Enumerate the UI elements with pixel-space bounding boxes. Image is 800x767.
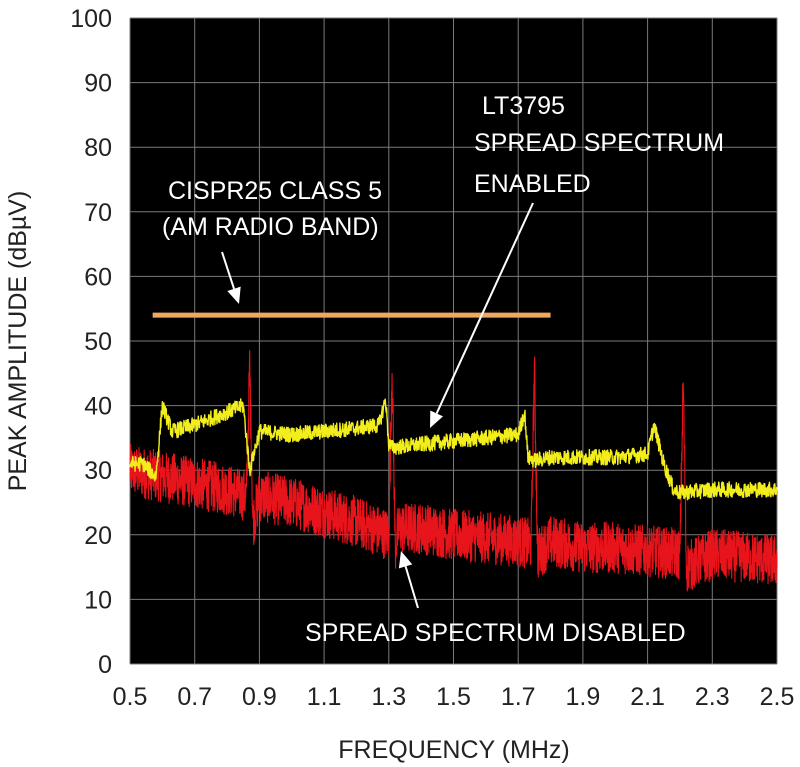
arrow-disabled-icon (398, 551, 419, 609)
annotation-cispr-line-2: (AM RADIO BAND) (162, 213, 379, 241)
x-tick-label: 1.7 (501, 683, 536, 711)
y-tick-labels: 0 10 20 30 40 50 60 70 80 90 100 (70, 5, 112, 679)
x-tick-label: 2.3 (695, 683, 730, 711)
series-layer (129, 349, 778, 592)
x-tick-label: 1.5 (436, 683, 471, 711)
x-tick-label: 2.1 (630, 683, 665, 711)
y-tick-label: 30 (84, 457, 112, 485)
y-tick-label: 20 (84, 522, 112, 550)
y-tick-label: 0 (98, 651, 112, 679)
x-tick-label: 2.5 (760, 683, 795, 711)
y-axis-title: PEAK AMPLITUDE (dBµV) (4, 191, 32, 492)
annotation-lt3795-line-2: SPREAD SPECTRUM (474, 129, 724, 157)
y-tick-label: 50 (84, 328, 112, 356)
x-tick-label: 1.9 (566, 683, 601, 711)
x-tick-labels: 0.5 0.7 0.9 1.1 1.3 1.5 1.7 1.9 2.1 2.3 2.5 (113, 683, 795, 711)
x-tick-label: 0.5 (113, 683, 148, 711)
y-tick-label: 100 (70, 5, 112, 33)
y-tick-label: 60 (84, 263, 112, 291)
x-tick-label: 1.1 (307, 683, 342, 711)
y-tick-label: 70 (84, 199, 112, 227)
annotation-lt3795-line-1: LT3795 (482, 92, 565, 120)
series-spread-spectrum-disabled (129, 349, 778, 592)
y-tick-label: 90 (84, 70, 112, 98)
x-tick-label: 0.7 (177, 683, 212, 711)
annotation-cispr-line-1: CISPR25 CLASS 5 (168, 177, 382, 205)
annotation-disabled: SPREAD SPECTRUM DISABLED (305, 619, 686, 647)
y-tick-label: 40 (84, 393, 112, 421)
y-tick-label: 10 (84, 586, 112, 614)
annotation-arrows (221, 202, 534, 609)
series-spread-spectrum-enabled (129, 398, 778, 501)
x-tick-label: 0.9 (242, 683, 277, 711)
arrow-cispr-icon (221, 251, 241, 304)
arrow-enabled-icon (430, 202, 534, 428)
annotations: CISPR25 CLASS 5 (AM RADIO BAND) LT3795 S… (162, 92, 724, 647)
annotation-lt3795-line-3: ENABLED (474, 170, 591, 198)
x-tick-label: 1.3 (371, 683, 406, 711)
x-axis-title: FREQUENCY (MHz) (338, 736, 569, 764)
y-tick-label: 80 (84, 134, 112, 162)
